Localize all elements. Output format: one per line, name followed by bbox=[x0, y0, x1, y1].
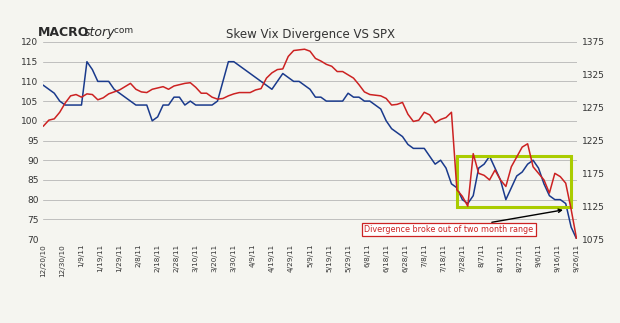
Title: Skew Vix Divergence VS SPX: Skew Vix Divergence VS SPX bbox=[226, 28, 394, 41]
Bar bbox=[457, 156, 571, 207]
Text: .com: .com bbox=[110, 26, 133, 35]
Text: MACRO: MACRO bbox=[38, 26, 89, 39]
Text: story: story bbox=[84, 26, 115, 39]
Text: Divergence broke out of two month range: Divergence broke out of two month range bbox=[365, 209, 562, 234]
